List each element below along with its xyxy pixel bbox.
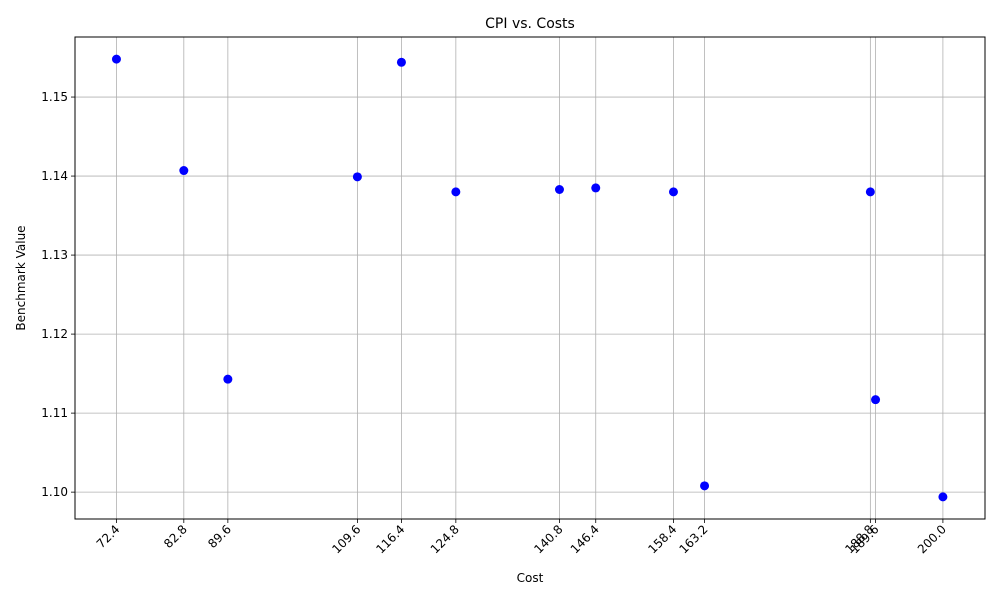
data-point <box>700 481 710 491</box>
data-point <box>223 374 233 384</box>
y-tick-label: 1.12 <box>41 327 68 341</box>
y-tick-label: 1.13 <box>41 248 68 262</box>
y-axis-label: Benchmark Value <box>14 225 28 330</box>
data-points <box>111 54 948 502</box>
grid-lines <box>75 37 985 519</box>
data-point <box>938 492 948 502</box>
data-point <box>396 57 406 67</box>
x-tick-label: 82.8 <box>161 522 190 551</box>
y-tick-label: 1.14 <box>41 169 68 183</box>
data-point <box>451 187 461 197</box>
x-axis-label: Cost <box>517 571 544 585</box>
x-tick-label: 116.4 <box>373 522 407 556</box>
y-tick-label: 1.15 <box>41 90 68 104</box>
data-point <box>591 183 601 193</box>
y-tick-label: 1.11 <box>41 406 68 420</box>
plot-area-frame <box>74 36 986 520</box>
x-axis-ticks: 72.4 82.8 89.6 109.6 116.4 124.8 140.8 146.4 158… <box>94 519 949 556</box>
x-tick-label: 109.6 <box>329 522 363 556</box>
x-tick-label: 146.4 <box>568 522 602 556</box>
x-tick-label: 158.4 <box>645 522 679 556</box>
x-tick-label: 163.2 <box>676 522 710 556</box>
data-point <box>554 185 564 195</box>
x-tick-label: 200.0 <box>915 522 949 556</box>
x-tick-label: 124.8 <box>428 522 462 556</box>
data-point <box>352 172 362 182</box>
data-point <box>871 395 881 405</box>
x-tick-label: 72.4 <box>94 522 123 551</box>
data-point <box>668 187 678 197</box>
data-point <box>865 187 875 197</box>
chart-title: CPI vs. Costs <box>485 16 575 32</box>
x-tick-label: 140.8 <box>531 522 565 556</box>
y-axis-ticks: 1.10 1.11 1.12 1.13 1.14 1.15 <box>41 90 75 499</box>
x-tick-label: 89.6 <box>205 522 234 551</box>
data-point <box>179 166 189 176</box>
y-tick-label: 1.10 <box>41 485 68 499</box>
data-point <box>111 54 121 64</box>
